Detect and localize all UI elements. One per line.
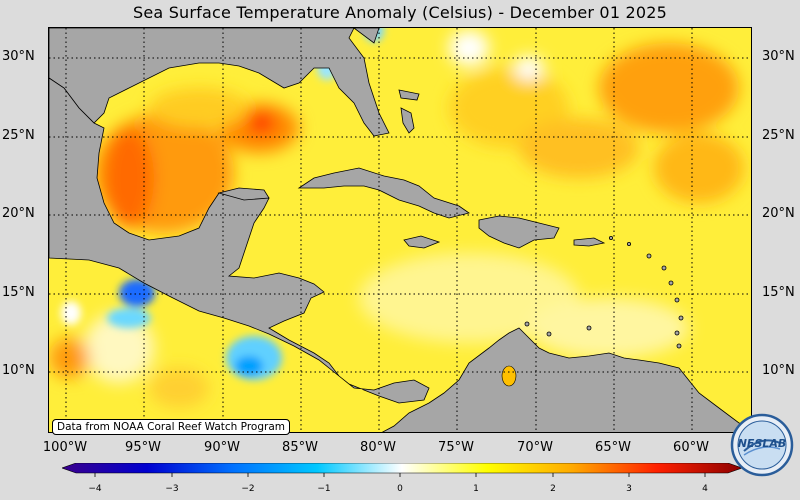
lon-label-90w: 90°W	[204, 440, 240, 455]
lon-label-100w: 100°W	[42, 440, 88, 455]
lon-label-75w: 75°W	[438, 440, 474, 455]
yucatan-land	[217, 187, 270, 201]
bahamas-andros	[400, 107, 415, 134]
lon-label-65w: 65°W	[595, 440, 631, 455]
colorbar-tick-neg3: −3	[165, 484, 179, 494]
puerto-rico-land	[573, 237, 606, 247]
lat-label-20n-left: 20°N	[2, 206, 35, 221]
colorbar-tick-2: 2	[550, 484, 556, 494]
colorbar-tick-3: 3	[626, 484, 632, 494]
land	[49, 28, 751, 432]
cuba-land	[297, 167, 470, 219]
colorbar-tick-marks	[94, 473, 706, 477]
colorbar-tick-neg1: −1	[317, 484, 331, 494]
colorbar-tick-neg2: −2	[241, 484, 255, 494]
lat-label-30n-left: 30°N	[2, 49, 35, 64]
anomaly-patches	[49, 30, 744, 408]
lat-label-15n-right: 15°N	[762, 285, 795, 300]
lon-label-80w: 80°W	[360, 440, 396, 455]
neslab-logo: NESLAB	[730, 413, 794, 477]
lon-label-70w: 70°W	[517, 440, 553, 455]
bahamas-abaco	[398, 89, 420, 101]
map-title: Sea Surface Temperature Anomaly (Celsius…	[133, 3, 667, 22]
lat-label-25n-left: 25°N	[2, 128, 35, 143]
gridlines	[49, 28, 751, 432]
sst-anomaly-map	[48, 27, 752, 433]
lon-label-85w: 85°W	[282, 440, 318, 455]
lat-label-10n-right: 10°N	[762, 363, 795, 378]
lon-label-60w: 60°W	[673, 440, 709, 455]
mexico-central-america-land	[49, 77, 430, 404]
data-attribution: Data from NOAA Coral Reef Watch Program	[52, 419, 290, 435]
hispaniola-land	[478, 215, 560, 249]
lat-label-30n-right: 30°N	[762, 49, 795, 64]
colorbar-tick-0: 0	[397, 484, 403, 494]
lon-label-95w: 95°W	[125, 440, 161, 455]
lat-label-25n-right: 25°N	[762, 128, 795, 143]
colorbar-tick-neg4: −4	[88, 484, 102, 494]
logo-text: NESLAB	[738, 437, 787, 450]
south-america-land	[381, 327, 751, 432]
lake-maracaibo	[501, 365, 517, 387]
lat-label-15n-left: 15°N	[2, 285, 35, 300]
colorbar-tick-4: 4	[702, 484, 708, 494]
colorbar-gradient	[61, 462, 743, 474]
lat-label-10n-left: 10°N	[2, 363, 35, 378]
colorbar-tick-1: 1	[473, 484, 479, 494]
jamaica-land	[403, 235, 441, 249]
lat-label-20n-right: 20°N	[762, 206, 795, 221]
